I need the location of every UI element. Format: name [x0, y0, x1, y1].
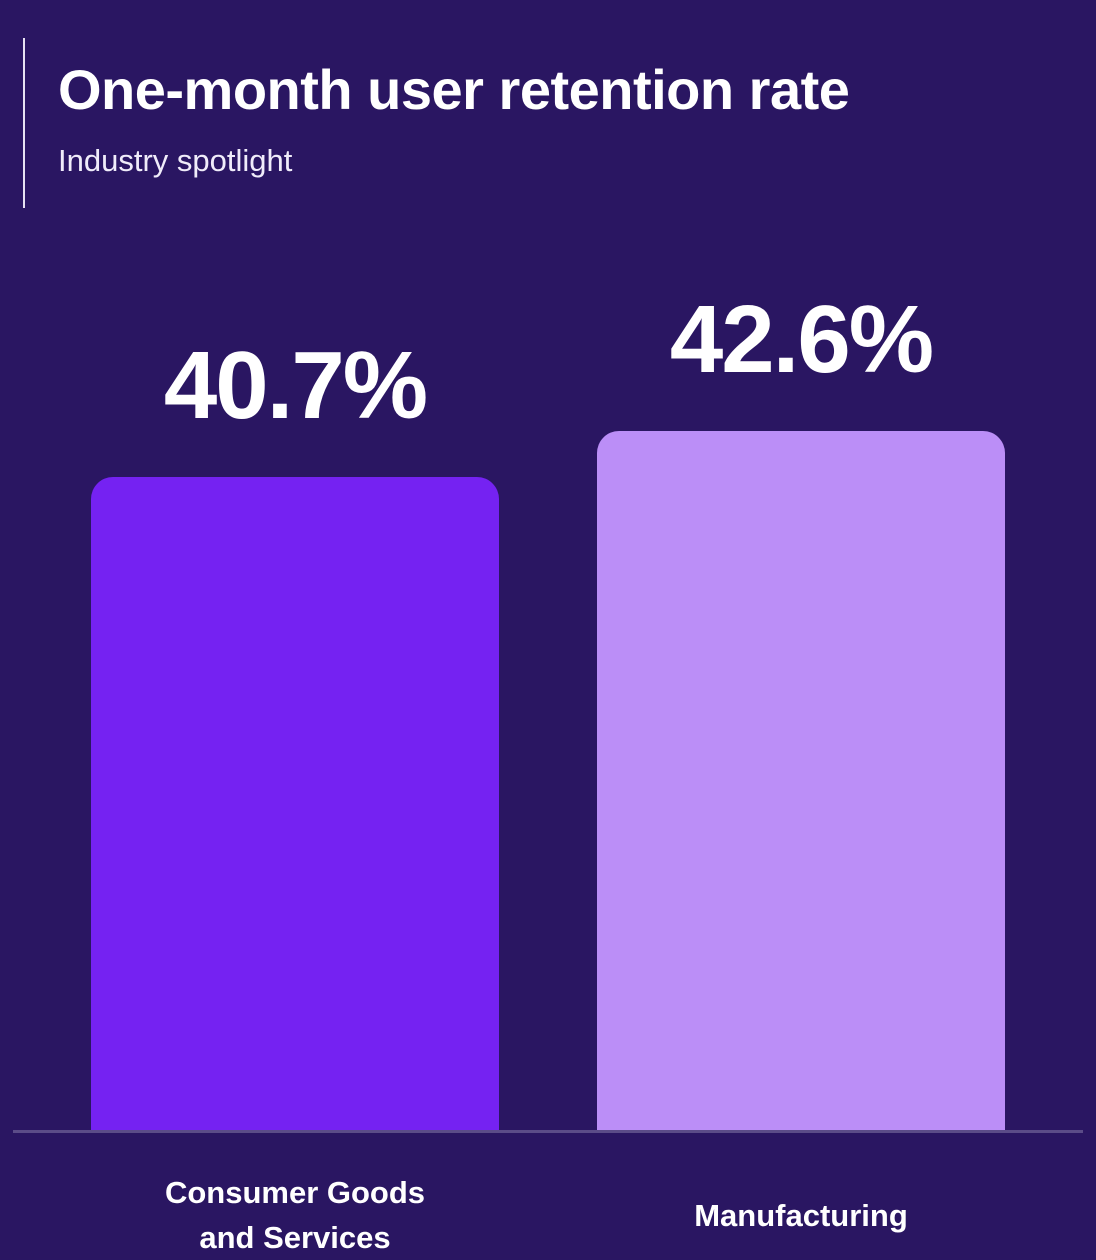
value-label-consumer-goods: 40.7%	[163, 332, 428, 439]
x-axis-baseline	[13, 1130, 1083, 1133]
title-accent-line	[23, 38, 25, 208]
value-label-manufacturing: 42.6%	[669, 286, 934, 393]
category-label-manufacturing: Manufacturing	[694, 1198, 908, 1233]
bar-consumer-goods	[91, 477, 499, 1131]
chart-title: One-month user retention rate	[58, 58, 850, 121]
chart-subtitle: Industry spotlight	[58, 143, 293, 178]
category-label-consumer-goods: Consumer Goods and Services	[164, 1175, 426, 1255]
bar-manufacturing	[597, 431, 1005, 1131]
